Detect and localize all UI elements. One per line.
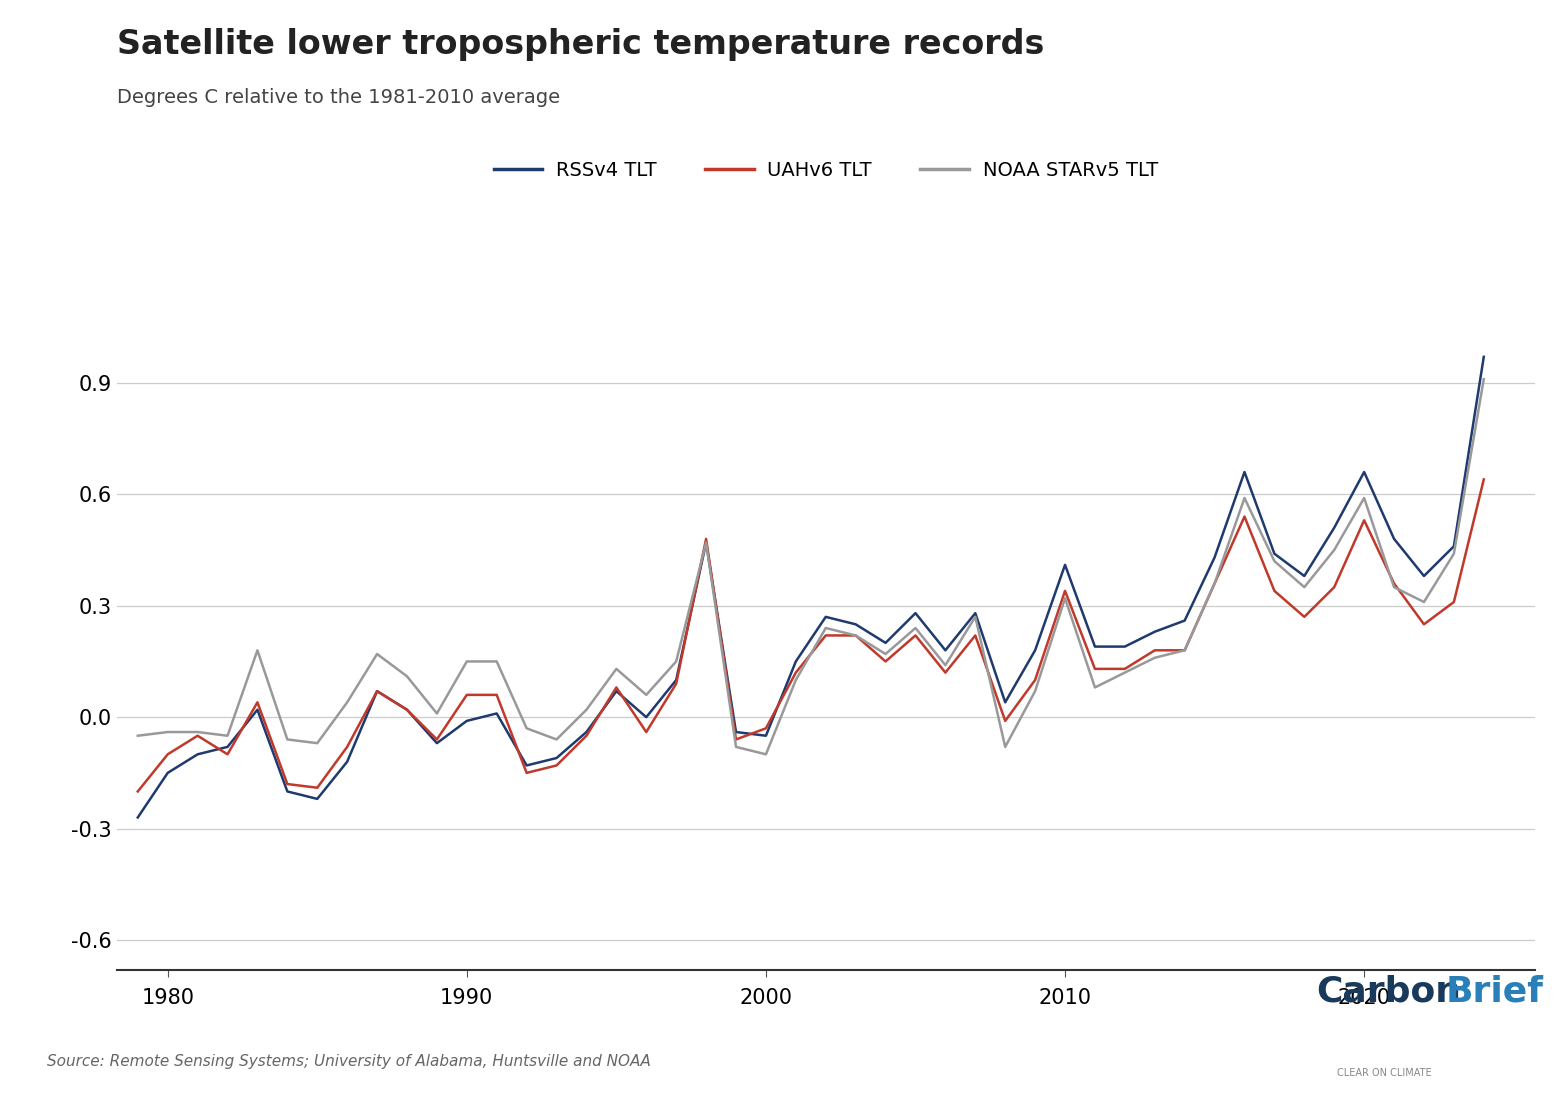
Text: Source: Remote Sensing Systems; University of Alabama, Huntsville and NOAA: Source: Remote Sensing Systems; Universi… bbox=[47, 1054, 651, 1069]
Text: Degrees C relative to the 1981-2010 average: Degrees C relative to the 1981-2010 aver… bbox=[117, 88, 559, 107]
Text: CLEAR ON CLIMATE: CLEAR ON CLIMATE bbox=[1337, 1068, 1432, 1078]
Text: Brief: Brief bbox=[1446, 974, 1544, 1008]
Legend: RSSv4 TLT, UAHv6 TLT, NOAA STARv5 TLT: RSSv4 TLT, UAHv6 TLT, NOAA STARv5 TLT bbox=[486, 153, 1165, 187]
Text: Carbon: Carbon bbox=[1317, 974, 1461, 1008]
Text: Satellite lower tropospheric temperature records: Satellite lower tropospheric temperature… bbox=[117, 28, 1044, 61]
